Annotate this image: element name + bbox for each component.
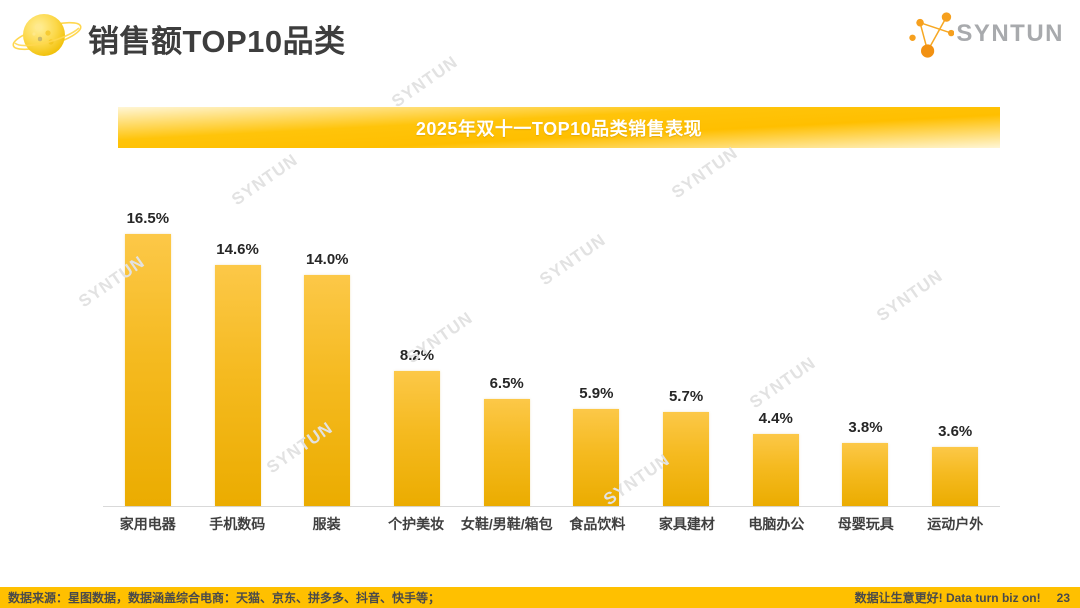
category-label: 女鞋/男鞋/箱包 (460, 516, 553, 532)
bar-value-label: 16.5% (126, 210, 170, 228)
syntun-logo-text: SYNTUN (956, 20, 1064, 47)
category-label: 家用电器 (119, 516, 176, 532)
bar-value-label: 8.2% (399, 346, 435, 364)
bar (573, 408, 620, 506)
syntun-logo-icon (909, 12, 955, 58)
bar-value-label: 3.8% (848, 419, 883, 437)
bar (752, 433, 799, 506)
bar-value-label: 5.7% (668, 388, 704, 406)
bar-column: 8.2% (372, 347, 462, 506)
bar-column: 14.0% (282, 251, 372, 506)
data-source-note: 数据来源：星图数据，数据涵盖综合电商：天猫、京东、拼多多、抖音、快手等； (8, 591, 441, 605)
bar-value-label: 4.4% (758, 409, 793, 427)
bar-value-label: 6.5% (489, 374, 524, 392)
bar-column: 5.9% (552, 385, 642, 506)
bar (124, 234, 171, 506)
category-label: 家具建材 (658, 516, 715, 532)
bar-column: 14.6% (193, 241, 283, 506)
bar (483, 398, 530, 506)
syntun-watermark: SYNTUN (668, 143, 742, 203)
syntun-watermark: SYNTUN (388, 52, 462, 112)
chart-title-banner: 2025年双十一TOP10品类销售表现 (118, 107, 1000, 148)
category-label: 个护美妆 (388, 516, 445, 532)
category-label: 服装 (312, 516, 341, 532)
category-label: 食品饮料 (569, 516, 626, 532)
bar (304, 275, 351, 506)
bar-column: 3.6% (910, 423, 1000, 506)
bar-value-label: 14.0% (305, 251, 349, 269)
bar (932, 446, 979, 506)
bar-value-label: 14.6% (216, 241, 259, 259)
category-label: 运动户外 (927, 516, 984, 532)
syntun-logo: SYNTUN (888, 4, 1064, 64)
chart-title: 2025年双十一TOP10品类销售表现 (415, 118, 703, 139)
bar (393, 370, 440, 506)
category-axis: 家用电器 手机数码 服装 个护美妆 女鞋/男鞋/箱包 食品饮料 家具建材 电脑办公 母婴玩具 运动… (103, 514, 1000, 534)
category-label: 手机数码 (209, 516, 266, 532)
bar-column: 3.8% (821, 419, 911, 506)
footer-bar: 数据来源：星图数据，数据涵盖综合电商：天猫、京东、拼多多、抖音、快手等； 数据让… (0, 587, 1080, 608)
bar (842, 443, 889, 506)
bar (663, 412, 710, 506)
bar-value-label: 5.9% (579, 384, 614, 402)
category-label: 母婴玩具 (837, 516, 894, 532)
page-number: 23 (1056, 590, 1070, 605)
bar-column: 6.5% (462, 375, 552, 506)
footer-slogan: 数据让生意更好! Data turn biz on! (854, 591, 1041, 605)
page-title: 销售额TOP10品类 (88, 24, 346, 59)
bar-column: 16.5% (103, 210, 193, 506)
bar-column: 5.7% (641, 388, 731, 506)
category-label: 电脑办公 (748, 516, 805, 532)
bar-value-label: 3.6% (938, 422, 973, 440)
planet-logo-icon (12, 14, 82, 56)
bar-column: 4.4% (731, 409, 821, 506)
bar-chart: 16.5% 14.6% 14.0% 8.2% 6.5% 5.9% 5.7% 4.4% 3.8% 3… (103, 198, 1000, 507)
bar (214, 265, 261, 506)
